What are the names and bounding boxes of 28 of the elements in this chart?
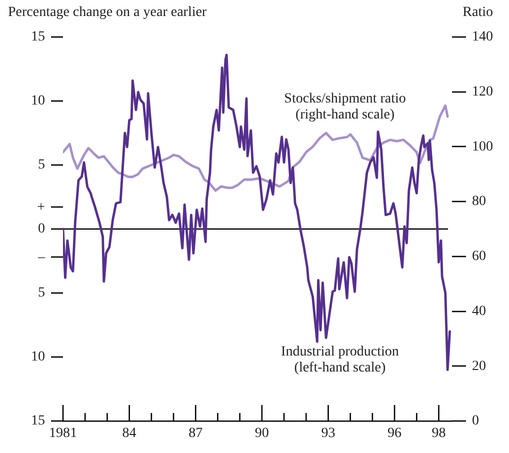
x-tick-label: 1981 [49, 426, 77, 442]
y-tick-label: 15 [31, 414, 45, 429]
y-tick-label: 10 [31, 350, 45, 365]
y-tick-label: + [37, 200, 46, 215]
y2-tick-label: 60 [472, 249, 486, 264]
y2-tick-label: 100 [472, 139, 493, 154]
series-label: Stocks/shipment ratio (right-hand scale) [284, 91, 406, 122]
y-tick-label: 10 [31, 94, 45, 109]
x-tick-label: 90 [254, 426, 269, 442]
y-axis-title: Percentage change on a year earlier [8, 5, 207, 20]
y-tick-label: 5 [38, 286, 45, 301]
y-tick-label: 15 [31, 30, 45, 45]
series-label: Industrial production (left-hand scale) [281, 344, 399, 376]
y2-tick-label: 0 [472, 414, 479, 429]
x-tick-label: 93 [321, 426, 336, 442]
y2-tick-label: 40 [472, 304, 486, 319]
y2-tick-label: 80 [472, 194, 486, 210]
y-tick-label: – [37, 250, 46, 265]
y2-tick-label: 140 [472, 30, 493, 45]
x-tick-label: 87 [188, 426, 203, 442]
x-tick-label: 96 [388, 426, 402, 442]
y2-tick-label: 20 [472, 358, 486, 374]
y2-axis-title: Ratio [462, 5, 493, 20]
x-tick-label: 98 [432, 426, 446, 442]
y-tick-label: 0 [38, 222, 45, 237]
x-tick-label: 84 [122, 426, 136, 442]
y-tick-label: 5 [38, 158, 45, 173]
y2-tick-label: 120 [472, 84, 493, 100]
